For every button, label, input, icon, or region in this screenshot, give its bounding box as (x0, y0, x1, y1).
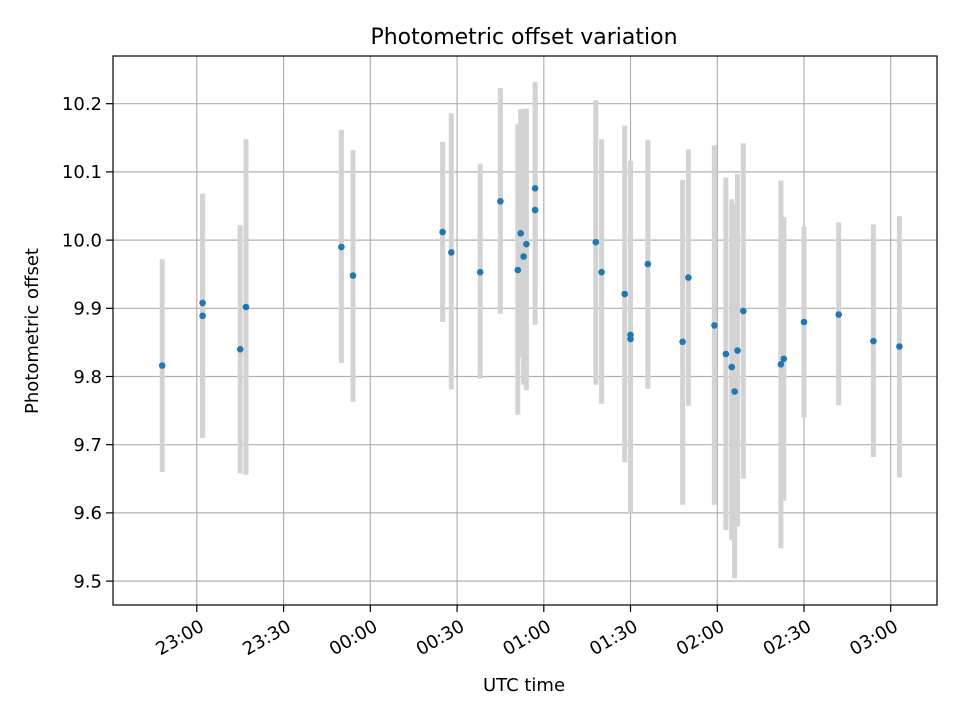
plot-frame (112, 55, 938, 606)
data-point (728, 363, 735, 371)
y-tick-label: 9.5 (73, 571, 102, 592)
data-point (448, 249, 455, 256)
y-tick-label: 9.8 (73, 367, 102, 388)
y-tick-label: 10.2 (62, 94, 102, 115)
x-tick-label: 02:30 (760, 616, 815, 660)
data-point (476, 268, 484, 276)
x-tick-label: 01:30 (586, 616, 641, 660)
y-tick-label: 10.1 (62, 162, 102, 183)
data-point (835, 311, 842, 318)
x-axis-label: UTC time (483, 675, 565, 696)
data-point (531, 206, 539, 214)
data-point (685, 274, 692, 281)
y-tick-label: 10.0 (62, 230, 102, 251)
x-tick-label: 02:00 (673, 616, 728, 660)
y-tick-label: 9.7 (73, 435, 102, 456)
data-point (338, 243, 345, 251)
x-tick-label: 23:30 (239, 616, 294, 660)
y-tick-label: 9.9 (73, 299, 102, 320)
y-axis-label: Photometric offset (22, 248, 43, 414)
data-point (627, 335, 634, 343)
data-point (242, 303, 250, 311)
data-point (740, 307, 747, 315)
data-point (679, 338, 686, 346)
data-point (236, 346, 244, 353)
data-point (497, 198, 504, 205)
data-point (870, 337, 877, 345)
data-point (520, 253, 527, 260)
data-point (800, 318, 808, 326)
data-point (523, 240, 530, 248)
chart-title: Photometric offset variation (370, 25, 677, 50)
data-point (777, 361, 785, 368)
data-point (158, 362, 166, 369)
data-point (621, 290, 628, 298)
data-point (780, 355, 788, 363)
error-bars (159, 81, 902, 579)
data-point (711, 322, 718, 329)
x-tick-label: 00:30 (413, 616, 468, 660)
x-tick-label: 00:00 (326, 616, 381, 660)
data-point (531, 185, 539, 192)
y-axis: 9.5 9.6 9.7 9.8 9.9 10.0 10.1 10.2 (62, 94, 113, 592)
data-point (199, 312, 206, 320)
data-point (896, 343, 903, 350)
x-tick-label: 03:00 (846, 616, 901, 660)
x-axis: 23:00 23:30 00:00 00:30 01:00 01:30 02:00 02:30… (152, 605, 902, 660)
data-points (158, 185, 903, 395)
data-point (514, 266, 522, 274)
data-point (592, 238, 600, 246)
data-point (644, 260, 652, 268)
data-point (722, 350, 730, 358)
x-tick-label: 23:00 (152, 616, 207, 660)
data-point (598, 268, 605, 276)
x-tick-label: 01:00 (499, 616, 554, 660)
data-point (734, 347, 741, 354)
data-point (731, 388, 738, 395)
data-point (517, 230, 524, 237)
data-point (349, 272, 357, 279)
y-tick-label: 9.6 (73, 503, 102, 524)
data-point (199, 299, 206, 307)
data-point (439, 228, 446, 236)
